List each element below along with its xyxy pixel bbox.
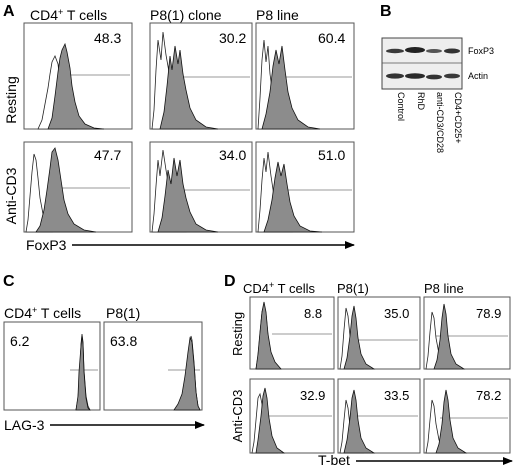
panel-d-value-r1-c2: 35.0	[384, 306, 409, 321]
panel-a-col-title-3: P8 line	[256, 7, 299, 23]
panel-a-row-label-resting: Resting	[3, 76, 19, 123]
blot-lane-label-rhd: RhD	[416, 92, 426, 111]
panel-a-histogram-r2-c2: 34.0	[149, 141, 253, 233]
panel-c: C CD4+ T cells P8(1) 6.2 63.8 LAG-3	[3, 273, 205, 433]
panel-c-histogram-2: 63.8	[103, 321, 203, 411]
panel-d-value-r2-c2: 33.5	[384, 388, 409, 403]
blot-band-foxp3-lane-3	[426, 49, 442, 53]
blot-band-label-foxp3: FoxP3	[468, 46, 494, 56]
panel-label-b: B	[380, 3, 392, 20]
panel-d-row-label-resting: Resting	[230, 312, 245, 356]
panel-b: B FoxP3 Actin Control RhD anti-CD3/CD28 …	[380, 3, 494, 153]
blot-band-foxp3-lane-4	[444, 48, 460, 54]
blot-band-actin-lane-3	[426, 74, 442, 80]
panel-d-value-r2-c1: 32.9	[300, 388, 325, 403]
blot-band-actin-lane-4	[444, 73, 460, 79]
panel-label-a: A	[3, 3, 15, 20]
panel-a-histogram-r1-c1: 48.3	[23, 22, 133, 130]
panel-d-value-r2-c3: 78.2	[476, 388, 501, 403]
panel-c-col-title-2: P8(1)	[106, 305, 140, 321]
panel-d-histogram-r1-c1: 8.8	[249, 296, 335, 370]
panel-a-histogram-r1-c2: 30.2	[149, 22, 253, 130]
panel-a-row-label-anti-cd3: Anti-CD3	[3, 167, 19, 224]
panel-c-col-title-1: CD4+ T cells	[4, 305, 81, 321]
blot-band-label-actin: Actin	[468, 71, 488, 81]
panel-c-value-2: 63.8	[110, 333, 137, 349]
western-blot	[381, 37, 463, 90]
blot-lane-label-anti-cd3-cd28: anti-CD3/CD28	[435, 92, 445, 153]
panel-a-histogram-r2-c1: 47.7	[23, 141, 133, 233]
blot-band-actin-lane-1	[386, 73, 404, 79]
panel-a-value-r2-c1: 47.7	[94, 147, 121, 163]
panel-d-col-title-2: P8(1)	[337, 281, 369, 296]
panel-d-histogram-r2-c3: 78.2	[423, 378, 511, 454]
panel-a-col-title-1: CD4+ T cells	[30, 7, 107, 23]
panel-d-histogram-r2-c2: 33.5	[337, 378, 421, 454]
panel-a-x-axis-label: FoxP3	[26, 237, 67, 253]
panel-a-value-r2-c3: 51.0	[318, 147, 345, 163]
panel-d-col-title-3: P8 line	[424, 281, 464, 296]
panel-d-histogram-r1-c2: 35.0	[337, 296, 421, 370]
panel-c-x-axis-label: LAG-3	[4, 417, 45, 433]
panel-a-histogram-r2-c3: 51.0	[255, 141, 355, 233]
panel-d-col-title-1: CD4+ T cells	[243, 280, 315, 296]
panel-a-histogram-r1-c3: 60.4	[255, 22, 355, 130]
panel-d: D CD4+ T cells P8(1) P8 line Resting Ant…	[224, 273, 513, 467]
panel-d-value-r1-c1: 8.8	[304, 306, 322, 321]
panel-c-histogram-1: 6.2	[3, 321, 101, 411]
panel-a-value-r2-c2: 34.0	[219, 147, 246, 163]
panel-a-col-title-2: P8(1) clone	[150, 7, 222, 23]
panel-a-value-r1-c2: 30.2	[219, 30, 246, 46]
panel-a-value-r1-c1: 48.3	[94, 30, 121, 46]
panel-a-value-r1-c3: 60.4	[318, 30, 345, 46]
panel-c-value-1: 6.2	[10, 333, 30, 349]
panel-d-histogram-r2-c1: 32.9	[249, 378, 335, 454]
panel-d-x-axis-label: T-bet	[318, 452, 350, 467]
blot-lane-label-cd4-cd25: CD4+CD25+	[453, 92, 463, 144]
panel-a: A CD4+ T cells P8(1) clone P8 line Resti…	[3, 3, 355, 253]
panel-d-row-label-anti-cd3: Anti-CD3	[230, 390, 245, 443]
panel-d-value-r1-c3: 78.9	[476, 306, 501, 321]
blot-band-foxp3-lane-1	[386, 48, 404, 54]
panel-d-histogram-r1-c3: 78.9	[423, 296, 511, 370]
blot-band-actin-lane-2	[405, 73, 425, 79]
panel-label-c: C	[3, 273, 15, 290]
blot-lane-label-control: Control	[396, 92, 406, 121]
panel-label-d: D	[224, 273, 236, 290]
blot-band-foxp3-lane-2	[405, 47, 425, 53]
